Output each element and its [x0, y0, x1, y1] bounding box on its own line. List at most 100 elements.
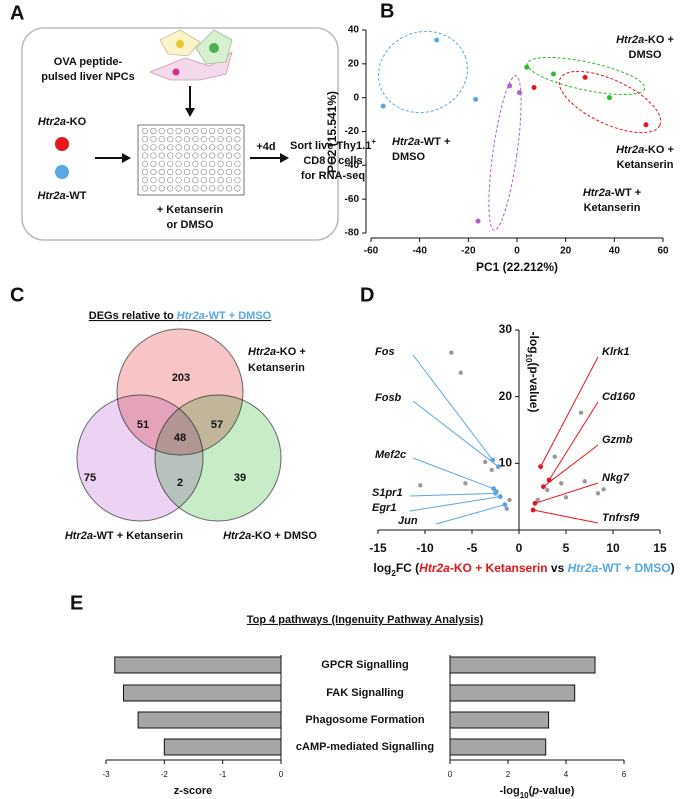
gene-label: Jun — [398, 515, 418, 527]
point — [473, 96, 479, 102]
text-part: 10 — [524, 354, 533, 363]
leader-line — [534, 482, 599, 504]
text-part: Htr2a — [392, 136, 420, 148]
text-part: -KO + Ketanserin — [450, 561, 548, 575]
text-part: -WT + — [420, 136, 450, 148]
x-tick-label: 5 — [563, 541, 570, 555]
well — [158, 168, 165, 176]
well — [209, 177, 216, 184]
well — [217, 177, 224, 184]
x-tick-label: -60 — [364, 246, 379, 257]
well — [200, 136, 207, 143]
well — [192, 127, 199, 135]
wells — [141, 127, 241, 192]
point — [552, 454, 557, 459]
bar — [449, 684, 576, 702]
gene-point — [502, 502, 508, 508]
well — [167, 136, 174, 143]
well — [167, 177, 174, 184]
set-label: Htr2a-WT + Ketanserin — [65, 530, 184, 542]
well — [158, 144, 165, 151]
leader-line — [412, 400, 499, 468]
point — [559, 481, 564, 486]
legend-label: Htr2a-KO + — [616, 144, 674, 156]
text-part: Sort live Thy1.1 — [290, 140, 371, 152]
panel-label: A — [10, 2, 24, 24]
text-part: -WT + DMSO — [205, 310, 272, 322]
venn-title: DEGs relative to Htr2a-WT + DMSO — [89, 310, 272, 322]
x-axis-label: log2FC (Htr2a-KO + Ketanserin vs Htr2a-W… — [373, 561, 674, 577]
well — [234, 127, 241, 135]
point — [507, 83, 513, 89]
well — [150, 177, 157, 184]
panel-label: D — [360, 284, 374, 306]
point — [582, 74, 588, 80]
gene-point — [491, 486, 497, 492]
well — [192, 177, 199, 184]
well — [234, 168, 241, 176]
well — [234, 177, 241, 184]
well — [234, 160, 241, 167]
point — [535, 497, 540, 503]
x-tick-label: 4 — [564, 770, 569, 779]
well — [141, 177, 149, 184]
point — [563, 495, 569, 500]
drug-label: or DMSO — [166, 219, 214, 231]
gene-point — [490, 457, 496, 463]
drug-label: + Ketanserin — [157, 204, 224, 216]
point — [380, 103, 386, 109]
point — [595, 491, 601, 496]
x-tick-label: 15 — [653, 541, 667, 555]
arrow-head — [122, 153, 131, 163]
text-part: p — [531, 785, 539, 797]
well — [141, 152, 149, 159]
x-tick-label: 20 — [560, 246, 572, 257]
gene-label: Mef2c — [375, 449, 406, 461]
leader-line — [548, 401, 599, 481]
well — [183, 144, 191, 151]
venn-circle — [154, 394, 282, 522]
arrow-head — [185, 108, 195, 117]
well — [209, 160, 216, 167]
text-part: Htr2a — [38, 116, 66, 128]
y-tick-label: 10 — [499, 456, 513, 470]
well — [200, 160, 207, 167]
category-label: FAK Signalling — [326, 687, 404, 699]
text-part: -KO — [66, 116, 87, 128]
leader-line — [409, 496, 501, 512]
x-axis-label: PC1 (22.212%) — [476, 260, 558, 274]
time-label: +4d — [256, 141, 275, 153]
gene-label: Nkg7 — [602, 472, 630, 484]
leader-line — [543, 444, 599, 488]
text-part: Htr2a — [616, 34, 644, 46]
leader-line — [412, 457, 494, 490]
venn-count: 51 — [137, 419, 149, 431]
well — [217, 168, 224, 176]
well — [192, 152, 199, 159]
text-part: ) — [671, 561, 675, 575]
y-tick-label: -80 — [345, 228, 360, 239]
category-label: cAMP-mediated Signalling — [296, 741, 434, 753]
well — [217, 185, 224, 192]
well — [217, 160, 224, 167]
well — [192, 168, 199, 176]
gene-label: Cd160 — [602, 391, 636, 403]
text-part: ( — [529, 785, 533, 797]
well — [234, 136, 241, 143]
sort-label: Sort live Thy1.1+ — [290, 137, 376, 152]
leader-line — [540, 356, 599, 467]
x-axis-label: z-score — [174, 785, 213, 797]
text-part: -KO + — [276, 346, 306, 358]
text-part: 2 — [391, 569, 396, 578]
sort-label: CD8 T cells — [303, 155, 362, 167]
legend-label: DMSO — [392, 151, 425, 163]
well — [141, 127, 149, 135]
well — [225, 152, 233, 159]
x-tick-label: 0 — [514, 246, 520, 257]
leader-line — [409, 492, 496, 497]
point — [504, 506, 509, 511]
plate — [137, 124, 245, 196]
well — [200, 185, 207, 192]
gene-label: Fosb — [375, 392, 402, 404]
